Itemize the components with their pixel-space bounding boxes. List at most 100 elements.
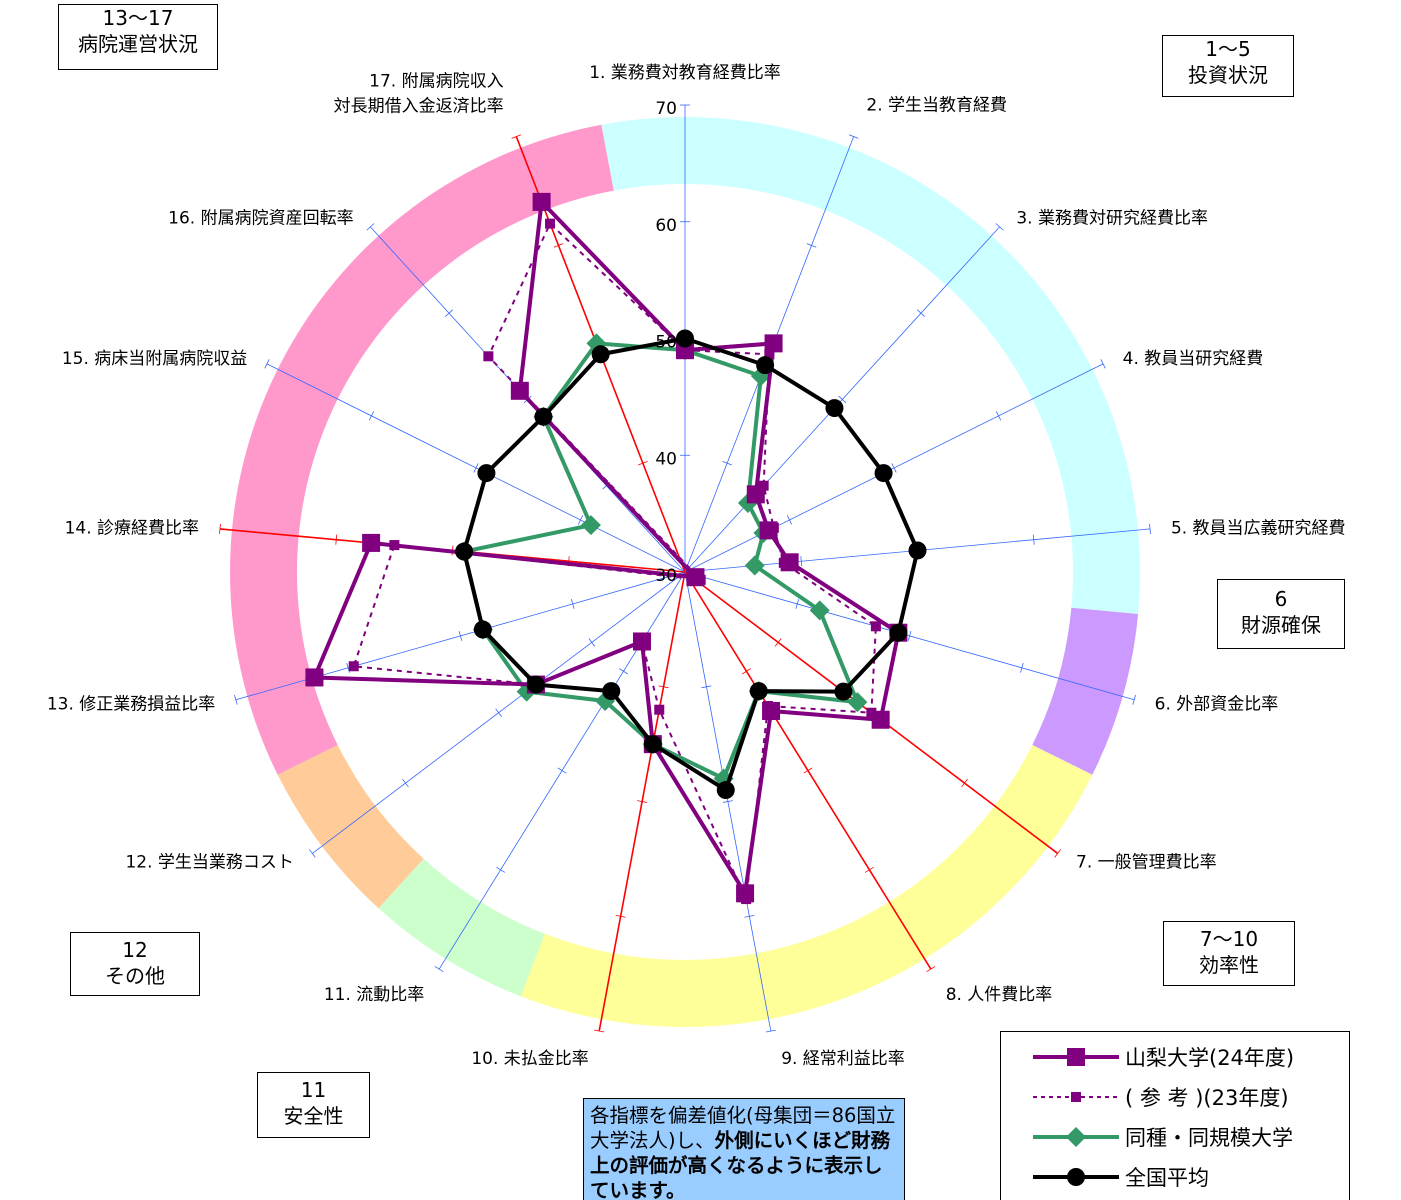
category-box-hospital: 13〜17 病院運営状況 [58,4,218,70]
axis-tick [961,778,968,788]
series-marker [580,515,601,536]
series-marker [362,533,381,552]
tick-labels: 30 40 50 60 70 [655,99,677,586]
category-band-5 [230,124,614,775]
axis-label-4: 4. 教員当研究経費 [1123,349,1264,369]
axis-tick [926,966,936,973]
axis-label-14: 14. 診療経費比率 [65,519,199,539]
series-marker [716,781,735,800]
category-box-safety-label: 安全性 [283,1104,344,1128]
series-marker [483,351,494,362]
axis-tick [570,599,575,609]
category-band-3 [378,858,545,997]
axis-tick [741,668,751,675]
series-marker [870,621,881,632]
tick-marks [219,104,1151,1033]
series-marker [654,704,665,715]
axis-tick [838,395,847,404]
series-marker [591,345,610,364]
category-box-hospital-range: 13〜17 [102,6,174,30]
legend-item-peer: 同種・同規模大学 [1031,1120,1293,1154]
axis-tick [458,630,463,641]
axis-label-1: 1. 業務費対教育経費比率 [589,63,781,83]
series-marker [889,623,908,642]
axis-tick [553,243,564,248]
series-marker [736,884,755,903]
axis-tick [402,778,409,788]
category-band-0 [601,117,1141,614]
series-marker [455,542,474,561]
series-marker [749,682,768,701]
category-bands [230,117,1141,1027]
legend-item-reference-23: ( 参 考 )(23年度) [1031,1080,1289,1114]
axis-label-2: 2. 学生当教育経費 [866,95,1007,115]
axis-tick [795,599,800,609]
axis-tick [495,708,502,717]
axis-tick [806,243,817,248]
series-marker [780,553,799,572]
series-marker [756,356,775,375]
category-box-funding-range: 6 [1274,587,1288,611]
series-marker [532,192,551,211]
axis-label-10: 10. 未払金比率 [471,1049,588,1069]
tick-label: 40 [655,449,677,469]
note-box: 各指標を偏差値化(母集団＝86国立大学法人)し、外側にいくほど財務上の評価が高く… [583,1098,905,1200]
axis-tick [744,914,755,918]
category-band-4 [277,744,424,909]
series-marker [545,218,556,229]
axis-tick [588,638,596,647]
axis-label-12: 12. 学生当業務コスト [125,852,293,872]
axis-label-15: 15. 病床当附属病院収益 [62,349,247,369]
series-marker [908,541,927,560]
axis-tick [774,638,782,647]
series-line-1 [352,222,877,901]
tick-label: 30 [655,566,677,586]
series-marker [825,399,844,418]
axis-tick [995,223,1004,231]
axis-tick [638,460,648,466]
series-marker [473,620,492,639]
axis-label-9: 9. 経常利益比率 [781,1049,905,1069]
legend-marker-circle-icon [1033,1168,1119,1186]
series-marker [874,464,893,483]
axis-label-7: 7. 一般管理費比率 [1076,852,1217,872]
axis-tick [701,685,712,689]
axis-tick [1054,849,1062,858]
legend-marker-square-icon [1033,1048,1119,1066]
category-box-funding: 6 財源確保 [1217,579,1345,649]
legend: 山梨大学(24年度) ( 参 考 )(23年度) 同種・同規模大学 全国平均 [1000,1031,1350,1200]
series-marker [305,668,324,687]
series-marker [762,701,781,720]
axis-label-13: 13. 修正業務損益比率 [47,694,215,714]
category-box-other-label: その他 [105,964,165,988]
axis-label-5: 5. 教員当広義研究経費 [1171,519,1346,539]
series-marker [866,707,877,718]
series-marker [834,682,853,701]
note-text: 各指標を偏差値化(母集団＝86国立大学法人)し、 [590,1104,896,1152]
series-marker [602,682,621,701]
category-box-efficiency: 7〜10 効率性 [1163,921,1295,986]
axis-tick [577,515,584,525]
axis-tick [995,411,1002,421]
series-marker [534,407,553,426]
series-marker [764,349,775,360]
legend-marker-dashed-square-icon [1033,1092,1119,1102]
category-box-efficiency-range: 7〜10 [1199,927,1259,951]
series-marker [759,521,778,540]
tick-label: 60 [655,216,677,236]
axis-tick [615,914,626,918]
series-marker [746,485,765,504]
axis-tick [619,668,629,675]
axis-tick [722,460,732,466]
legend-label: 山梨大学(24年度) [1125,1046,1295,1070]
axis-labels: 1. 業務費対教育経費比率 2. 学生当教育経費 3. 業務費対研究経費比率 4. 教… [47,63,1346,1069]
category-box-other-range: 12 [122,938,148,962]
legend-item-yamanashi-24: 山梨大学(24年度) [1031,1040,1294,1074]
axis-tick [1020,662,1024,673]
axis-tick [368,411,375,421]
category-box-other: 12 その他 [70,932,200,996]
tick-label: 70 [655,99,677,119]
category-box-funding-label: 財源確保 [1241,613,1321,637]
series-marker [809,600,830,621]
series-marker [643,735,662,754]
